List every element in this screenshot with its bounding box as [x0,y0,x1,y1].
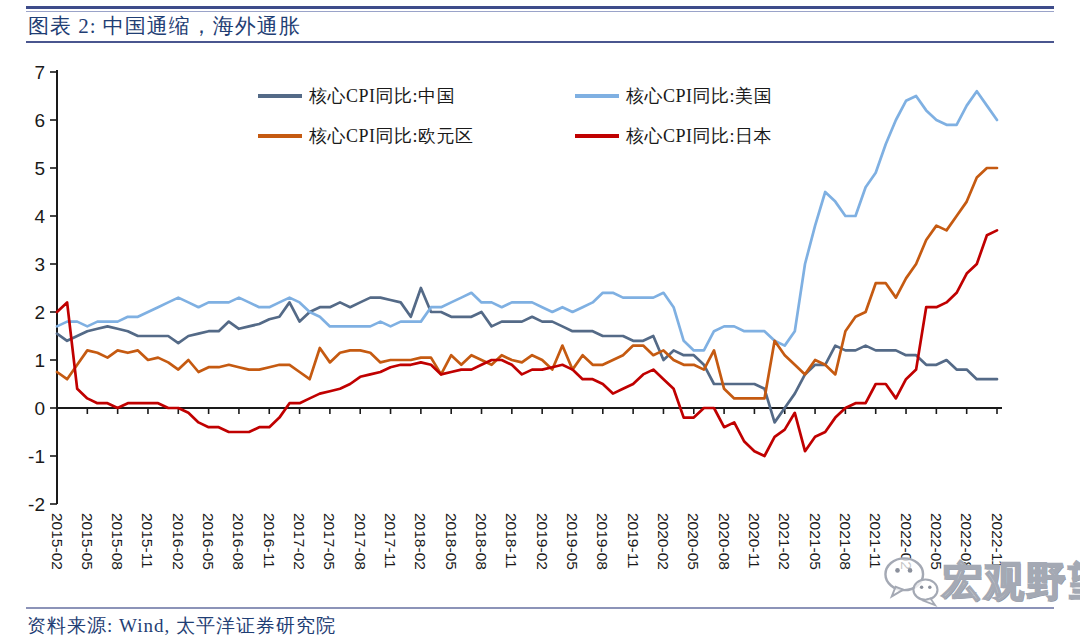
svg-text:2017-08: 2017-08 [352,513,369,570]
svg-text:4: 4 [34,206,45,227]
svg-text:2017-02: 2017-02 [291,513,308,570]
svg-text:2016-11: 2016-11 [261,513,278,569]
svg-text:2022-05: 2022-05 [928,513,945,570]
svg-text:2015-11: 2015-11 [139,513,156,569]
svg-text:2018-11: 2018-11 [503,513,520,569]
svg-text:2015-05: 2015-05 [79,513,96,570]
legend-swatch-japan-line [575,134,619,138]
svg-text:2020-08: 2020-08 [716,513,733,570]
svg-text:2016-05: 2016-05 [200,513,217,570]
legend-label-eurozone: 核心CPI同比:欧元区 [309,124,474,148]
svg-text:2018-05: 2018-05 [443,513,460,570]
svg-text:2019-11: 2019-11 [625,513,642,569]
legend-item-japan: 核心CPI同比:日本 [575,125,772,147]
report-figure-page: 图表 2: 中国通缩，海外通胀 -2-1012345672015-022015-… [0,0,1080,641]
legend-swatch-eurozone-line [258,134,302,138]
legend-item-us: 核心CPI同比:美国 [575,85,772,107]
svg-text:2019-02: 2019-02 [534,513,551,570]
legend-label-china: 核心CPI同比:中国 [309,84,455,108]
legend-swatch-us-line [575,94,619,98]
svg-text:2: 2 [34,302,45,323]
svg-text:2015-02: 2015-02 [49,513,66,570]
legend-swatch-china-line [258,94,302,98]
legend-label-japan: 核心CPI同比:日本 [626,124,772,148]
svg-text:2017-05: 2017-05 [321,513,338,570]
svg-text:2019-08: 2019-08 [594,513,611,570]
svg-text:7: 7 [34,62,45,83]
svg-text:2020-05: 2020-05 [685,513,702,570]
source-note: 资料来源: Wind, 太平洋证券研究院 [27,613,336,639]
legend-item-china: 核心CPI同比:中国 [258,85,455,107]
svg-text:2015-08: 2015-08 [109,513,126,570]
svg-text:2017-11: 2017-11 [382,513,399,569]
svg-text:2021-08: 2021-08 [837,513,854,570]
svg-text:-1: -1 [28,446,45,467]
legend-label-us: 核心CPI同比:美国 [626,84,772,108]
svg-text:6: 6 [34,110,45,131]
svg-text:3: 3 [34,254,45,275]
legend-item-eurozone: 核心CPI同比:欧元区 [258,125,474,147]
svg-text:2019-05: 2019-05 [564,513,581,570]
svg-text:2022-02: 2022-02 [898,513,915,570]
svg-text:2021-05: 2021-05 [807,513,824,570]
svg-text:2016-02: 2016-02 [170,513,187,570]
svg-text:2018-02: 2018-02 [412,513,429,570]
svg-text:2020-02: 2020-02 [655,513,672,570]
svg-text:5: 5 [34,158,45,179]
svg-text:-2: -2 [28,494,45,515]
svg-text:2022-08: 2022-08 [958,513,975,570]
footer-rule [26,607,1054,609]
svg-text:2021-11: 2021-11 [867,513,884,569]
svg-text:2020-11: 2020-11 [746,513,763,569]
svg-text:1: 1 [34,350,45,371]
svg-text:2016-08: 2016-08 [230,513,247,570]
svg-text:2018-08: 2018-08 [473,513,490,570]
svg-text:2022-11: 2022-11 [989,513,1006,569]
svg-text:2021-02: 2021-02 [776,513,793,570]
cpi-line-chart: -2 -1 0 1 2 3 4 5 6 7 2015-02 2015-05 2015-08 2015-11… [0,0,1080,641]
svg-text:0: 0 [34,398,45,419]
